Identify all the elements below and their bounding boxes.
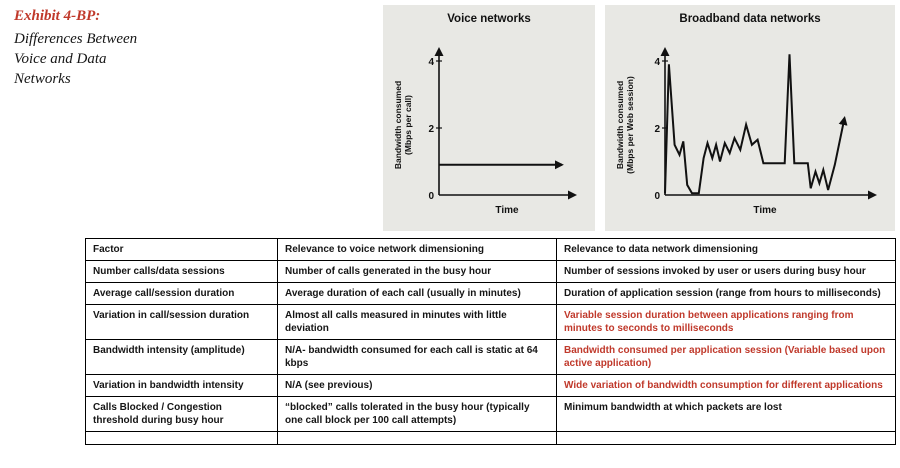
broadband-bandwidth-line [664,54,848,195]
factor-cell: Number calls/data sessions [85,260,278,283]
table-row: Variation in bandwidth intensity N/A (se… [85,374,896,397]
broadband-ytick-label-0: 0 [654,191,660,202]
broadband-x-axis-label: Time [753,205,777,216]
voice-y-axis-label-line-2: (Mbps per call) [403,95,413,155]
voice-ytick-label-2: 2 [428,124,434,135]
comparison-table: Factor Relevance to voice network dimens… [85,238,896,445]
data-cell: Wide variation of bandwidth consumption … [556,374,896,397]
table-row: Variation in call/session duration Almos… [85,304,896,340]
table-row-empty [85,431,896,445]
voice-chart-svg: 4 2 0 Time [428,47,577,216]
factor-cell: Variation in call/session duration [85,304,278,340]
table-row: Average call/session duration Average du… [85,282,896,305]
table-row: Calls Blocked / Congestion threshold dur… [85,396,896,432]
data-cell [556,431,896,445]
factor-cell [85,431,278,445]
broadband-ytick-label-2: 2 [654,124,660,135]
factor-cell: Bandwidth intensity (amplitude) [85,339,278,375]
data-cell: Number of sessions invoked by user or us… [556,260,896,283]
header-factor: Factor [85,238,278,261]
data-cell: Duration of application session (range f… [556,282,896,305]
table-row: Number calls/data sessions Number of cal… [85,260,896,283]
header-data-relevance: Relevance to data network dimensioning [556,238,896,261]
voice-y-axis-label-line-1: Bandwidth consumed [393,80,403,170]
table-header-row: Factor Relevance to voice network dimens… [85,238,896,261]
broadband-chart-title: Broadband data networks [679,13,821,25]
voice-cell: Average duration of each call (usually i… [277,282,557,305]
exhibit-title-line-1: Differences Between [14,31,138,47]
exhibit-label: Exhibit 4-BP: [14,8,101,24]
broadband-chart-svg: 4 2 0 Time [654,47,877,216]
data-cell: Minimum bandwidth at which packets are l… [556,396,896,432]
voice-cell: Almost all calls measured in minutes wit… [277,304,557,340]
voice-cell: Number of calls generated in the busy ho… [277,260,557,283]
broadband-y-axis-label-line-2: (Mbps per Web session) [625,76,635,174]
voice-cell: N/A (see previous) [277,374,557,397]
voice-x-axis-label: Time [495,205,519,216]
voice-networks-panel: Voice networks Bandwidth consumed (Mbps … [383,5,595,231]
voice-ytick-label-0: 0 [428,191,434,202]
factor-cell: Calls Blocked / Congestion threshold dur… [85,396,278,432]
voice-cell: N/A- bandwidth consumed for each call is… [277,339,557,375]
exhibit-title-line-2: Voice and Data [14,51,107,67]
broadband-y-axis-label-line-1: Bandwidth consumed [615,80,625,170]
factor-cell: Average call/session duration [85,282,278,305]
factor-cell: Variation in bandwidth intensity [85,374,278,397]
data-cell: Bandwidth consumed per application sessi… [556,339,896,375]
table-row: Bandwidth intensity (amplitude) N/A- ban… [85,339,896,375]
data-cell: Variable session duration between applic… [556,304,896,340]
broadband-ytick-label-4: 4 [654,57,660,68]
exhibit-title-line-3: Networks [14,71,71,87]
broadband-y-axis-label: Bandwidth consumed (Mbps per Web session… [615,45,635,205]
broadband-networks-panel: Broadband data networks Bandwidth consum… [605,5,895,231]
voice-cell [277,431,557,445]
voice-cell: “blocked” calls tolerated in the busy ho… [277,396,557,432]
voice-y-axis-label: Bandwidth consumed (Mbps per call) [393,45,413,205]
header-voice-relevance: Relevance to voice network dimensioning [277,238,557,261]
voice-ytick-label-4: 4 [428,57,434,68]
exhibit-heading: Exhibit 4-BP: Differences Between Voice … [14,8,137,89]
voice-chart-title: Voice networks [447,13,531,25]
